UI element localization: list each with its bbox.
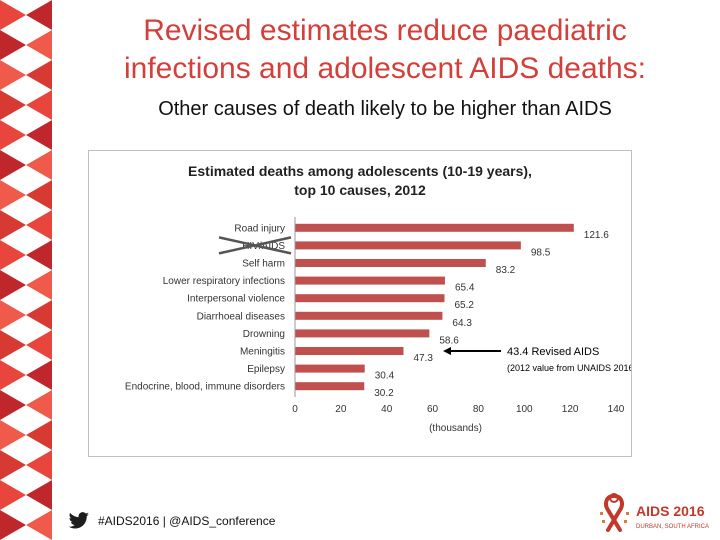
- logo-main-text: AIDS 2016: [636, 503, 705, 519]
- chart-title-line1: Estimated deaths among adolescents (10-1…: [188, 163, 532, 179]
- x-tick-label: 0: [292, 404, 298, 415]
- x-tick-label: 60: [427, 404, 439, 415]
- chart-container: Estimated deaths among adolescents (10-1…: [88, 150, 632, 457]
- category-label: Lower respiratory infections: [163, 276, 285, 287]
- cross-out-stroke: [218, 236, 292, 255]
- category-label: Interpersonal violence: [187, 294, 285, 305]
- annotation-arrow-head: [443, 347, 451, 355]
- aids2016-logo: AIDS 2016 DURBAN, SOUTH AFRICA: [600, 493, 709, 532]
- x-tick-label: 100: [516, 404, 533, 415]
- bar: [295, 329, 430, 338]
- category-label: Diarrhoeal diseases: [197, 311, 285, 322]
- bar: [295, 259, 486, 267]
- value-label: 121.6: [584, 230, 609, 241]
- chart-title-line2: top 10 causes, 2012: [294, 182, 426, 198]
- logo-sub-text: DURBAN, SOUTH AFRICA: [636, 524, 709, 530]
- x-tick-label: 80: [473, 404, 485, 415]
- footer-hashtag: #AIDS2016 | @AIDS_conference: [98, 514, 276, 528]
- bar: [295, 294, 445, 303]
- slide-title-line1: Revised estimates reduce paediatric: [143, 14, 627, 47]
- value-label: 65.2: [454, 300, 474, 311]
- bar: [295, 223, 574, 232]
- x-axis-label: (thousands): [429, 423, 482, 434]
- slide-subtitle: Other causes of death likely to be highe…: [158, 98, 612, 120]
- category-label: Road injury: [234, 223, 285, 234]
- annotation-note: (2012 value from UNAIDS 2016 estimates): [507, 363, 631, 373]
- bar: [295, 364, 365, 373]
- decorative-border: [0, 0, 52, 540]
- value-label: 64.3: [452, 318, 472, 329]
- category-label: Endocrine, blood, immune disorders: [125, 382, 285, 393]
- category-label: Self harm: [242, 259, 285, 270]
- x-tick-label: 20: [335, 404, 347, 415]
- value-label: 58.6: [439, 335, 459, 346]
- footer: #AIDS2016 | @AIDS_conference: [68, 508, 275, 534]
- category-label: Drowning: [243, 329, 285, 340]
- value-label: 30.4: [375, 371, 395, 382]
- twitter-bird-icon: [68, 512, 89, 529]
- bar: [295, 382, 365, 391]
- value-label: 65.4: [455, 283, 475, 294]
- category-label: Meningitis: [240, 347, 285, 358]
- x-tick-label: 120: [562, 404, 579, 415]
- value-label: 98.5: [531, 247, 551, 258]
- x-tick-label: 140: [608, 404, 625, 415]
- bar: [295, 311, 443, 320]
- value-label: 30.2: [374, 388, 394, 399]
- x-tick-label: 40: [381, 404, 393, 415]
- value-label: 83.2: [496, 265, 516, 276]
- slide-title-line2: infections and adolescent AIDS deaths:: [123, 52, 646, 85]
- slide-title: Revised estimates reduce paediatric infe…: [85, 12, 685, 88]
- bar: [295, 347, 404, 355]
- bar: [295, 241, 521, 250]
- category-label: Epilepsy: [247, 364, 285, 375]
- deaths-bar-chart: Estimated deaths among adolescents (10-1…: [125, 163, 631, 434]
- annotation-label: 43.4 Revised AIDS: [507, 346, 599, 358]
- red-ribbon-icon: [600, 493, 629, 532]
- value-label: 47.3: [413, 353, 433, 364]
- bar: [295, 276, 445, 285]
